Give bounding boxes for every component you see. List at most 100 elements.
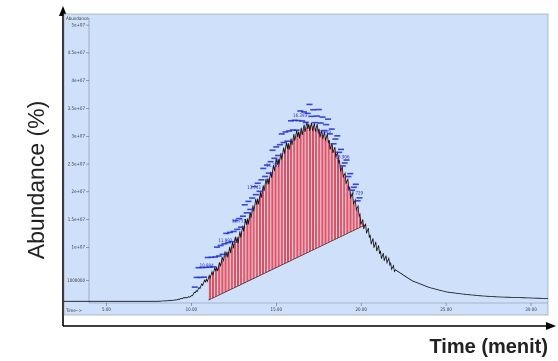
peak-annotation-mark: [286, 130, 293, 132]
peak-annotation-mark: [267, 160, 274, 163]
peak-annotation-mark: [349, 189, 356, 191]
peak-annotation-mark: [275, 154, 282, 157]
x-tick-label: 30.00: [525, 307, 537, 312]
peak-annotation-mark: [221, 242, 228, 245]
peak-annotation-mark: [343, 159, 350, 161]
peak-annotation-mark: [304, 112, 311, 115]
peak-annotation-mark: [245, 200, 252, 203]
peak-annotation-mark: [299, 120, 306, 122]
peak-annotation-mark: [260, 167, 267, 170]
peak-annotation-mark: [228, 240, 235, 243]
y-tick-label: 3e+07: [72, 134, 86, 139]
x-axis-arrow: [546, 322, 556, 330]
peak-annotation-mark: [352, 183, 359, 186]
y-tick-label: 5e+07: [72, 22, 86, 27]
peak-annotation-mark: [323, 123, 330, 126]
peak-annotation-mark: [212, 256, 219, 258]
peak-annotation-mark: [280, 141, 287, 144]
peak-annotation-mark: [308, 115, 315, 118]
y-tick-label: 1.5e+07: [68, 217, 86, 222]
peak-annotation-mark: [236, 217, 243, 220]
peak-annotation-mark: [341, 162, 348, 164]
peak-annotation-mark: [330, 142, 337, 145]
peak-annotation-mark: [339, 165, 346, 167]
peak-annotation-mark: [249, 197, 256, 199]
peak-annotation-mark: [326, 133, 333, 135]
peak-annotation-mark: [347, 172, 354, 175]
peak-annotation-mark: [313, 115, 320, 117]
peak-annotation-mark: [201, 276, 208, 278]
peak-annotation-mark: [337, 148, 344, 151]
peak-annotation-mark: [217, 244, 224, 247]
peak-annotation-mark: [297, 110, 304, 112]
peak-annotation-mark: [306, 103, 313, 106]
y-axis-title: Abundance (%): [23, 101, 49, 260]
x-tick-label: 15.00: [271, 307, 283, 312]
peak-annotation-mark: [254, 182, 261, 185]
outer-axes: [59, 6, 556, 330]
peak-annotation-mark: [265, 172, 272, 174]
peak-annotation-mark: [293, 129, 300, 131]
plot-header-label: Abundance: [66, 16, 89, 21]
peak-annotation-mark: [213, 246, 220, 248]
peak-annotation-mark: [250, 185, 257, 188]
y-tick-label: 2.5e+07: [68, 161, 86, 166]
peak-annotation-mark: [262, 175, 269, 178]
peak-annotation-mark: [191, 286, 198, 288]
peak-annotation-mark: [256, 190, 263, 193]
peak-annotation-mark: [258, 179, 265, 181]
peak-annotation-mark: [263, 164, 270, 166]
peak-annotation-mark: [271, 157, 278, 160]
peak-label: 11.992: [218, 238, 232, 243]
peak-label: 19.729: [349, 191, 363, 196]
peak-annotation-mark: [319, 116, 326, 118]
peak-annotation-mark: [247, 208, 254, 211]
peak-annotation-mark: [193, 276, 200, 279]
peak-annotation-mark: [210, 266, 217, 268]
peak-annotation-mark: [354, 200, 361, 202]
x-tick-label: 10.00: [186, 307, 198, 312]
peak-annotation-mark: [312, 121, 319, 124]
peak-annotation-mark: [226, 231, 233, 234]
peak-annotation-mark: [291, 119, 298, 122]
peak-label: 12.751: [232, 218, 246, 223]
y-tick-label: 4.5e+07: [68, 50, 86, 55]
peak-annotation-mark: [225, 241, 232, 244]
peak-annotation-mark: [230, 230, 237, 233]
y-tick-label: 3.5e+07: [68, 106, 86, 111]
peak-annotation-mark: [206, 266, 213, 268]
peak-annotation-mark: [336, 151, 343, 154]
peak-label: 13.741: [247, 185, 261, 190]
integration-baseline: [208, 224, 365, 301]
peak-annotation-mark: [345, 175, 352, 178]
peak-annotation-mark: [197, 276, 204, 279]
peak-annotation-mark: [204, 256, 211, 259]
peak-annotation-mark: [288, 119, 295, 122]
peak-annotation-mark: [234, 228, 241, 231]
peak-annotation-mark: [202, 266, 209, 269]
peak-annotation-mark: [332, 138, 339, 140]
peak-annotation-mark: [238, 226, 245, 228]
peak-annotation-mark: [219, 253, 226, 256]
x-tick-label: 5.00: [102, 307, 111, 312]
peak-annotation-mark: [241, 203, 248, 206]
y-tick-label: 1e+07: [72, 245, 86, 250]
peak-annotation-mark: [315, 108, 322, 111]
peak-label: 10.894: [200, 263, 214, 268]
chromatogram-trace: [64, 121, 549, 302]
y-tick-label: 1000000: [67, 278, 85, 283]
peak-label: 14.751: [266, 163, 280, 168]
peak-label: 16.393: [293, 113, 307, 118]
x-tick-label: 20.00: [355, 307, 367, 312]
y-tick-label: 4e+07: [72, 78, 86, 83]
peak-annotation-mark: [276, 143, 283, 146]
peak-annotation-mark: [356, 197, 363, 199]
peak-annotation-mark: [282, 131, 289, 133]
peak-annotation-mark: [223, 232, 230, 235]
peak-annotation-mark: [252, 193, 259, 196]
y-tick-label: 2e+07: [72, 189, 86, 194]
peak-annotation-mark: [300, 111, 307, 113]
peak-annotation-mark: [232, 219, 239, 222]
peak-annotation-mark: [302, 121, 309, 124]
